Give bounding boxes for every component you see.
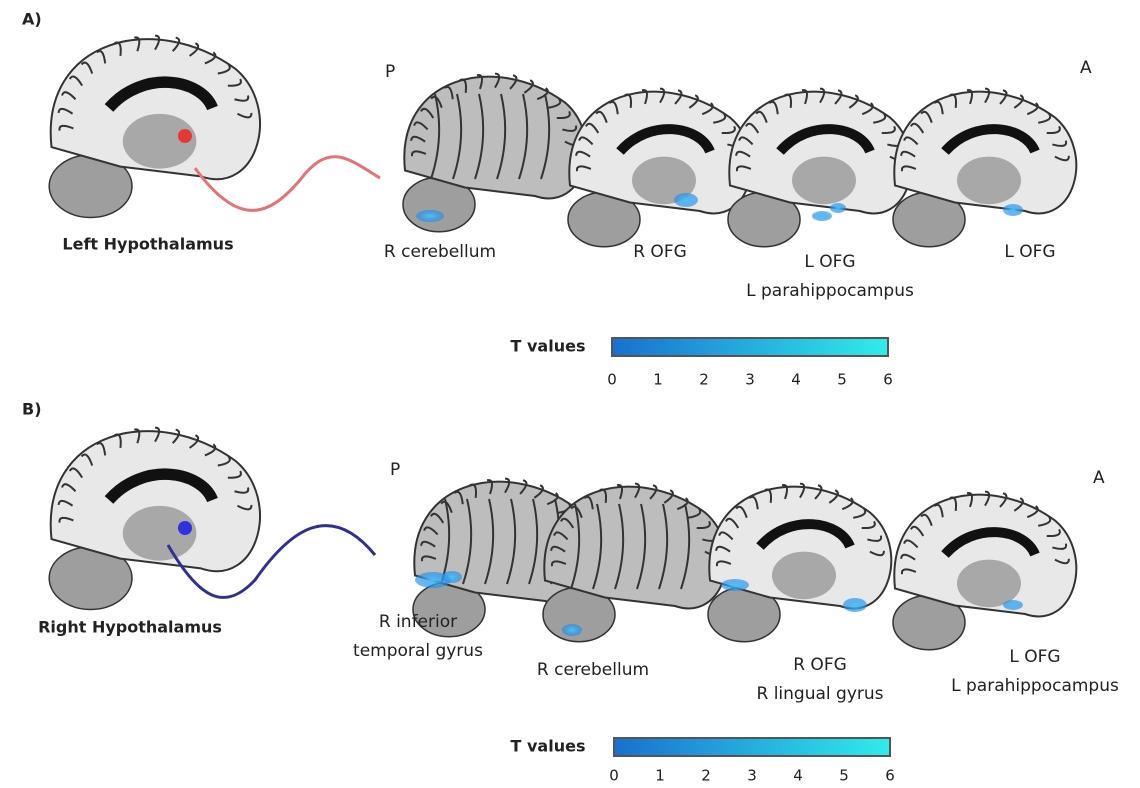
colorbar-tick: 6 <box>883 371 893 389</box>
panel-label: A) <box>22 10 42 29</box>
brainstem <box>792 157 856 205</box>
posterior-label: P <box>390 460 400 480</box>
anterior-label: A <box>1080 58 1092 78</box>
brain-slice <box>893 492 1076 650</box>
activation <box>812 211 832 221</box>
colorbar-tick: 0 <box>609 767 619 785</box>
seed-marker <box>178 129 192 143</box>
colorbar-tick: 1 <box>655 767 665 785</box>
activation <box>1003 600 1023 610</box>
region-label: L OFG <box>804 252 855 272</box>
region-label: temporal gyrus <box>353 641 483 661</box>
brain-slice <box>49 428 260 610</box>
region-label: R inferior <box>379 612 457 632</box>
colorbar-tick: 2 <box>699 371 709 389</box>
activation <box>562 624 582 636</box>
brainstem <box>957 157 1021 205</box>
brainstem <box>957 560 1021 608</box>
anterior-label: A <box>1093 468 1105 488</box>
activation <box>830 203 846 213</box>
activation <box>843 598 867 612</box>
colorbar-tick: 5 <box>839 767 849 785</box>
seed-label: Left Hypothalamus <box>62 235 233 254</box>
colorbar-tick: 2 <box>701 767 711 785</box>
brain-slice <box>728 89 911 247</box>
colorbar-tick: 1 <box>653 371 663 389</box>
colorbar-tick: 4 <box>793 767 803 785</box>
brain-slice <box>543 484 726 642</box>
colorbar-tick: 6 <box>885 767 895 785</box>
region-label: L OFG <box>1009 647 1060 667</box>
region-label: R cerebellum <box>384 242 496 262</box>
brain-slice <box>403 74 586 232</box>
region-label: R OFG <box>793 655 847 675</box>
colorbar-tick: 0 <box>607 371 617 389</box>
activation <box>674 193 698 207</box>
brain-slice <box>708 484 891 642</box>
colorbar-tick: 3 <box>745 371 755 389</box>
colorbar-title: T values <box>511 337 586 356</box>
activation <box>721 579 749 591</box>
activation <box>442 571 462 583</box>
figure: A) Left Hypothalamus P A R cerebellum R OFG L … <box>0 0 1140 788</box>
region-label: L parahippocampus <box>746 281 914 301</box>
colorbar <box>614 738 890 756</box>
seed-label: Right Hypothalamus <box>38 618 222 637</box>
brain-slice <box>568 89 751 247</box>
seed-marker <box>178 521 192 535</box>
colorbar-tick: 4 <box>791 371 801 389</box>
region-label: R lingual gyrus <box>756 684 883 704</box>
brain-slice <box>49 36 260 218</box>
region-label: R cerebellum <box>537 660 649 680</box>
activation <box>1003 204 1023 216</box>
region-label: R OFG <box>633 242 687 262</box>
brain-slice <box>893 89 1076 247</box>
colorbar-tick: 5 <box>837 371 847 389</box>
activation <box>416 210 444 222</box>
panel-label: B) <box>22 400 42 419</box>
colorbar-tick: 3 <box>747 767 757 785</box>
region-label: L parahippocampus <box>951 676 1119 696</box>
brainstem <box>772 552 836 600</box>
colorbar <box>612 338 888 356</box>
posterior-label: P <box>385 62 395 82</box>
colorbar-title: T values <box>511 737 586 756</box>
region-label: L OFG <box>1004 242 1055 262</box>
